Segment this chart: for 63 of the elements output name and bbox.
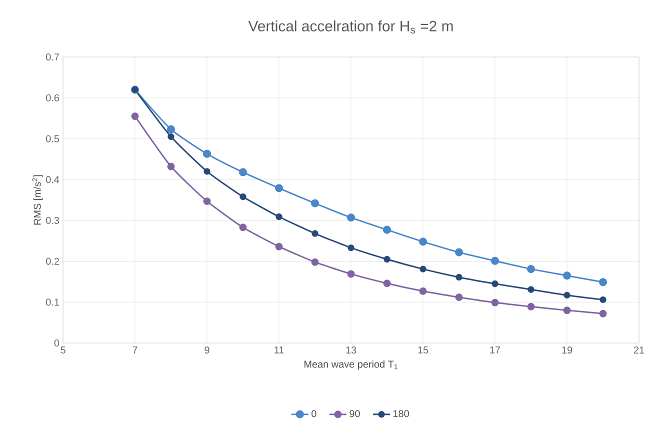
legend-label: 180 — [394, 410, 409, 418]
y-tick-label: 0.2 — [46, 258, 59, 265]
point — [276, 213, 282, 220]
point — [420, 266, 426, 272]
point — [239, 224, 247, 232]
point — [527, 302, 535, 310]
point — [599, 310, 607, 318]
point — [240, 193, 246, 200]
point — [384, 256, 390, 263]
y-tick-label: 0.7 — [46, 53, 59, 61]
y-tick-label: 0.5 — [46, 135, 60, 142]
point — [419, 287, 427, 295]
point — [600, 296, 606, 304]
point — [311, 258, 319, 266]
legend-label: 0 — [312, 410, 316, 418]
y-tick-label: 0.1 — [46, 298, 59, 306]
x-tick-label: 11 — [274, 346, 284, 354]
point — [382, 226, 392, 234]
x-tick-label: 9 — [204, 346, 210, 354]
x-axis-title: Mean wave period T$_{1}$ — [304, 360, 398, 370]
y-tick-label: 0.4 — [46, 176, 60, 184]
point — [168, 133, 174, 140]
point — [167, 162, 175, 170]
point — [274, 184, 284, 192]
legend-label: 90 — [350, 410, 360, 418]
point — [526, 265, 536, 274]
x-tick-label: 5 — [60, 346, 66, 354]
point — [202, 150, 212, 158]
point — [456, 274, 462, 281]
x-tick-label: 13 — [346, 346, 356, 354]
point — [455, 294, 463, 301]
chart-title: Vertical accelration for H$_{s}$ =2 m — [248, 20, 453, 34]
x-tick-label: 21 — [634, 346, 644, 354]
point — [203, 197, 211, 205]
point — [562, 272, 572, 280]
point — [166, 125, 176, 134]
point — [204, 168, 210, 175]
point — [563, 306, 571, 314]
point — [383, 280, 391, 288]
point — [346, 214, 356, 222]
y-tick-label: 0 — [54, 339, 60, 347]
point — [131, 112, 139, 120]
point — [238, 168, 248, 176]
x-tick-label: 15 — [418, 346, 428, 354]
y-axis-title: RMS [m/s$^{2}$] — [32, 175, 43, 225]
point — [312, 230, 318, 237]
point — [598, 278, 608, 286]
point — [310, 199, 320, 208]
y-tick-label: 0.3 — [46, 216, 60, 224]
point — [275, 242, 283, 250]
point — [454, 248, 464, 256]
point — [528, 286, 534, 293]
point — [491, 298, 499, 306]
point — [418, 238, 428, 246]
x-tick-label: 19 — [562, 346, 572, 354]
point — [348, 244, 354, 252]
point — [564, 292, 570, 299]
point — [490, 256, 500, 265]
y-tick-label: 0.6 — [46, 94, 60, 102]
x-tick-label: 17 — [490, 346, 500, 354]
x-tick-label: 7 — [132, 346, 138, 354]
point — [492, 280, 498, 288]
point — [347, 270, 355, 278]
